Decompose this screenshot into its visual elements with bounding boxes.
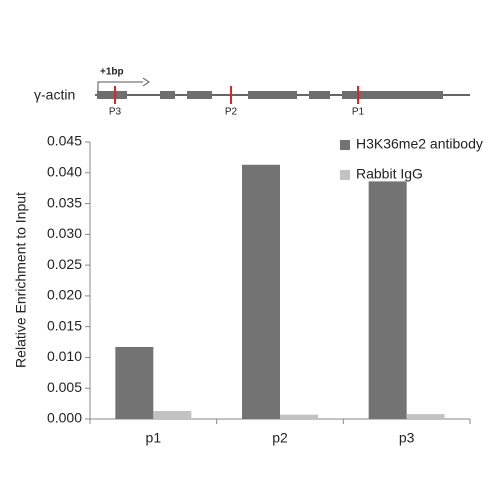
x-tick-label: p3	[399, 430, 415, 446]
y-tick-label: 0.020	[47, 287, 82, 303]
legend-swatch	[340, 170, 350, 180]
y-axis-title: Relative Enrichment to Input	[13, 192, 29, 368]
x-tick-label: p1	[146, 430, 162, 446]
bar	[368, 181, 407, 419]
tss-arrow	[97, 81, 143, 92]
y-tick-label: 0.005	[47, 379, 82, 395]
bar	[115, 346, 154, 419]
x-tick-label: p2	[272, 430, 288, 446]
legend-label: H3K36me2 antibody	[356, 136, 483, 152]
y-tick-label: 0.040	[47, 163, 82, 179]
y-tick-label: 0.035	[47, 194, 82, 210]
y-tick-label: 0.000	[47, 410, 82, 426]
bar	[242, 164, 280, 419]
exon	[160, 91, 175, 99]
y-tick-label: 0.025	[47, 256, 82, 272]
tss-label: +1bp	[100, 67, 124, 78]
y-tick-label: 0.030	[47, 225, 82, 241]
site-label: P2	[225, 107, 238, 118]
y-tick-label: 0.010	[47, 348, 82, 364]
site-label: P3	[109, 107, 122, 118]
y-tick-label: 0.045	[47, 133, 82, 149]
legend-label: Rabbit IgG	[356, 166, 423, 182]
exon	[309, 91, 330, 99]
exon	[248, 91, 297, 99]
gene-label: γ-actin	[34, 87, 75, 103]
bar	[153, 410, 192, 419]
exon	[187, 91, 212, 99]
exons	[97, 91, 443, 99]
exon	[342, 91, 443, 99]
legend-swatch	[340, 140, 350, 150]
bar	[406, 414, 445, 419]
exon	[97, 91, 127, 99]
bar	[280, 414, 318, 419]
site-label: P1	[352, 107, 365, 118]
y-tick-label: 0.015	[47, 317, 82, 333]
tss-arrow-head	[142, 77, 150, 87]
